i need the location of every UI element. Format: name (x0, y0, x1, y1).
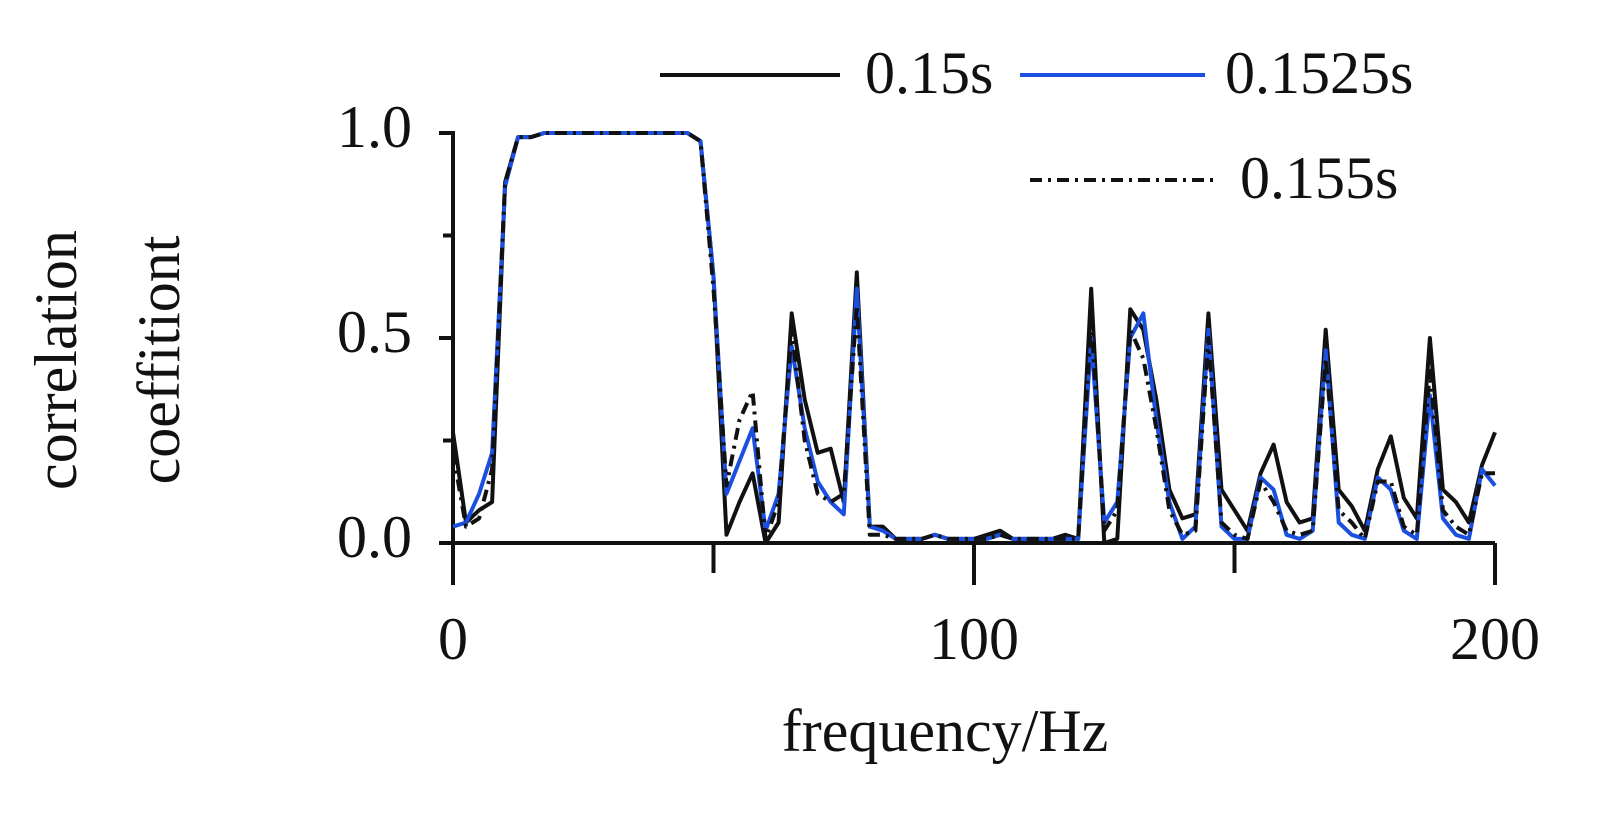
x-tick-label: 100 (929, 606, 1019, 672)
y-axis-label: coeffitiont (126, 235, 192, 484)
y-tick-label: 0.5 (337, 299, 412, 365)
x-tick-label: 200 (1450, 606, 1540, 672)
legend-label: 0.155s (1240, 145, 1398, 211)
legend-label: 0.15s (865, 40, 993, 106)
y-tick-label: 0.0 (337, 504, 412, 570)
x-axis-label: frequency/Hz (782, 698, 1108, 764)
series-line (452, 131, 1497, 541)
series-line (451, 131, 1495, 541)
legend-label: 0.1525s (1225, 40, 1413, 106)
y-axis-label: correlation (23, 230, 89, 490)
x-tick-label: 0 (438, 606, 468, 672)
y-tick-label: 1.0 (337, 94, 412, 160)
